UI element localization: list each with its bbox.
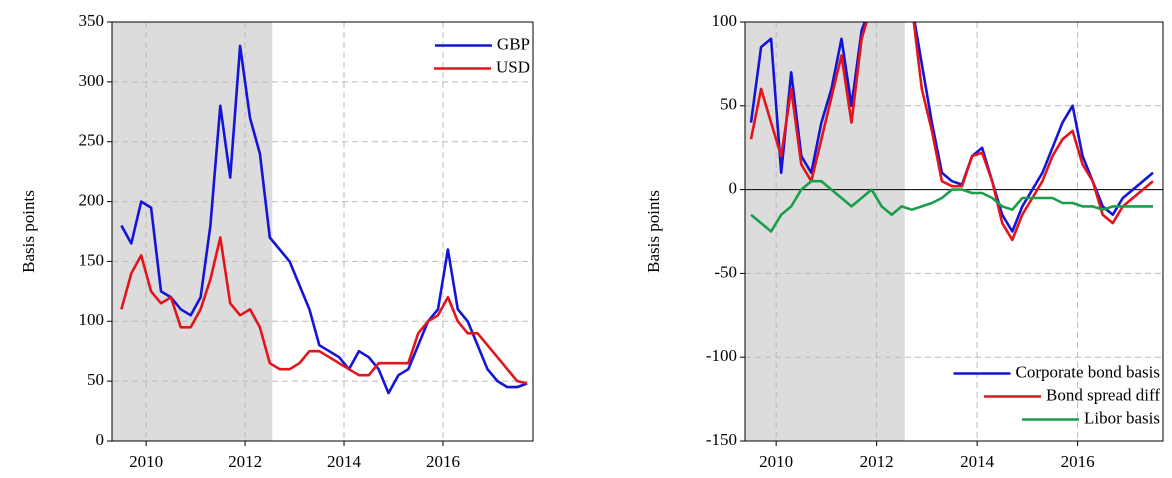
plot-frame [111, 21, 534, 442]
x-tick-label: 2010 [759, 452, 793, 471]
series-line [749, 22, 1154, 233]
panel: -150 -100 -50 0 50 100 2010 2012 2014 2016 Basis p… [644, 11, 1164, 471]
shaded-period [745, 22, 905, 441]
y-axis-label: Basis points [644, 190, 663, 273]
y-axis-label: Basis points [19, 190, 38, 273]
x-tick-label: 2016 [426, 452, 460, 471]
series-line [750, 179, 1153, 233]
y-tick-label: -50 [714, 262, 737, 281]
series-line [749, 22, 1154, 242]
y-tick-label: 50 [720, 95, 737, 114]
y-tick-label: -150 [706, 430, 737, 449]
legend-label: Corporate bond basis [1016, 362, 1160, 381]
legend: GBP USD [433, 34, 530, 76]
y-tick-label: 100 [712, 11, 738, 30]
x-tick-label: 2014 [960, 452, 995, 471]
y-tick-label: 200 [79, 190, 105, 209]
x-tick-label: 2016 [1061, 452, 1095, 471]
plot-area [120, 44, 528, 395]
y-tick-label: 350 [79, 11, 105, 30]
legend-label: Libor basis [1084, 408, 1160, 427]
y-tick-label: 150 [79, 250, 105, 269]
y-tick-label: 300 [79, 71, 105, 90]
plot-frame [744, 21, 1164, 442]
y-tick-label: 250 [79, 131, 105, 150]
legend-label: GBP [497, 34, 530, 53]
legend-label: USD [496, 57, 530, 76]
x-tick-label: 2014 [327, 452, 362, 471]
y-tick-label: 50 [87, 370, 104, 389]
y-tick-label: 0 [96, 430, 105, 449]
series-line [120, 236, 528, 385]
shaded-period [112, 22, 273, 441]
y-tick-label: -100 [706, 346, 737, 365]
legend-label: Bond spread diff [1046, 385, 1160, 404]
legend: Corporate bond basis Bond spread diff Libo… [953, 362, 1160, 427]
x-tick-label: 2010 [129, 452, 163, 471]
y-tick-label: 0 [729, 179, 738, 198]
x-tick-label: 2012 [860, 452, 894, 471]
y-tick-label: 100 [79, 310, 105, 329]
plot-area [749, 22, 1154, 242]
series-line [120, 44, 528, 395]
x-tick-label: 2012 [228, 452, 262, 471]
panel: 0 50 100 150 200 250 300 350 2010 2012 2014 2016 Bas… [19, 11, 534, 471]
